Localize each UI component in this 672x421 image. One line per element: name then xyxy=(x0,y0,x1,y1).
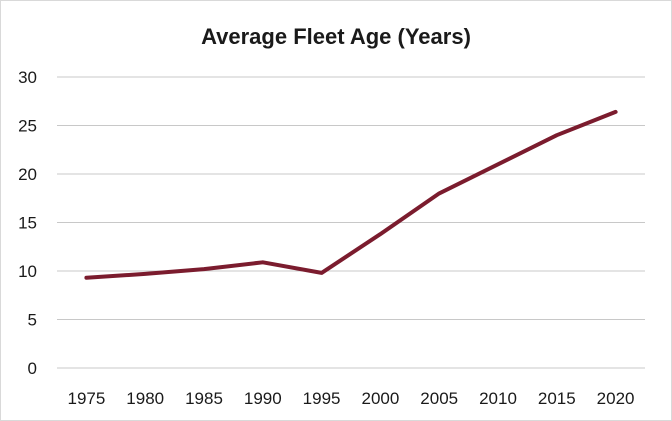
x-tick-label: 1985 xyxy=(185,389,223,408)
chart-title: Average Fleet Age (Years) xyxy=(201,24,471,49)
x-tick-label: 1980 xyxy=(126,389,164,408)
y-tick-label: 15 xyxy=(18,214,37,233)
x-tick-label: 2020 xyxy=(597,389,635,408)
y-tick-label: 0 xyxy=(28,359,37,378)
y-tick-label: 5 xyxy=(28,311,37,330)
x-tick-label: 1990 xyxy=(244,389,282,408)
x-tick-label: 1975 xyxy=(67,389,105,408)
y-tick-label: 25 xyxy=(18,117,37,136)
x-tick-label: 1995 xyxy=(303,389,341,408)
y-tick-label: 10 xyxy=(18,262,37,281)
x-tick-label: 2005 xyxy=(420,389,458,408)
y-tick-label: 30 xyxy=(18,68,37,87)
y-tick-label: 20 xyxy=(18,165,37,184)
series-line xyxy=(84,109,618,280)
x-tick-label: 2000 xyxy=(361,389,399,408)
x-tick-label: 2015 xyxy=(538,389,576,408)
x-tick-label: 2010 xyxy=(479,389,517,408)
